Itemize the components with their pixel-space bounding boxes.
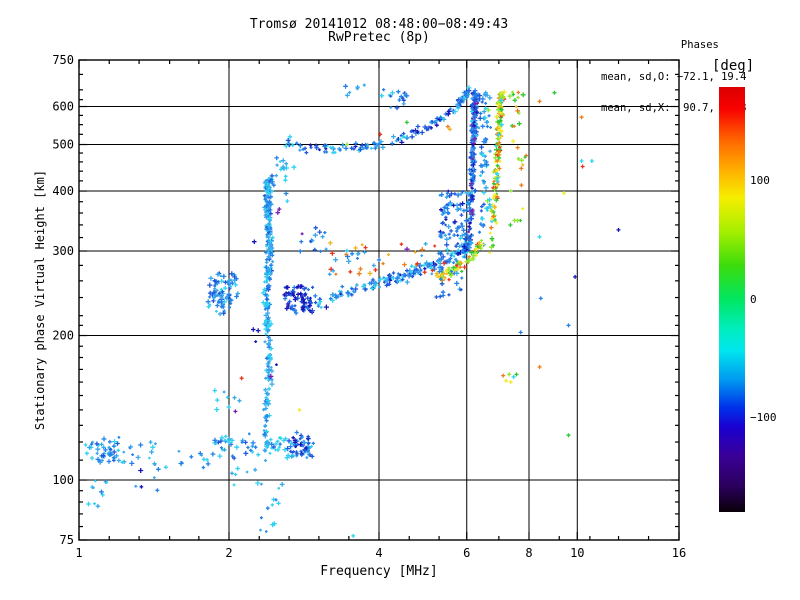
chart-subtitle: RwPretec (8p) — [328, 30, 430, 45]
colorbar-unit-label: [deg] — [712, 58, 755, 74]
svg-text:16: 16 — [672, 546, 686, 560]
svg-text:1: 1 — [75, 546, 82, 560]
title-block: Tromsø 20141012 08:48:00−08:49:43 RwPret… — [79, 18, 679, 44]
svg-text:2: 2 — [225, 546, 232, 560]
x-axis-title: Frequency [MHz] — [320, 564, 437, 579]
phase-stats-o-mode: mean, sd,O: −72.1, 19.4 — [601, 70, 747, 83]
scatter-points — [83, 83, 621, 538]
svg-text:600: 600 — [52, 100, 74, 114]
svg-text:4: 4 — [375, 546, 382, 560]
colorbar-gradient — [719, 87, 745, 512]
svg-text:6: 6 — [463, 546, 470, 560]
gridlines — [79, 60, 679, 540]
svg-text:8: 8 — [525, 546, 532, 560]
svg-text:75: 75 — [60, 533, 74, 547]
colorbar-tick-label: 0 — [750, 293, 757, 306]
chart-title: Tromsø 20141012 08:48:00−08:49:43 — [249, 17, 509, 32]
svg-text:200: 200 — [52, 329, 74, 343]
tick-marks — [78, 59, 680, 541]
colorbar-tick-label: −100 — [750, 411, 777, 424]
phase-stats-header: Phases — [643, 39, 719, 51]
svg-text:10: 10 — [570, 546, 584, 560]
svg-text:500: 500 — [52, 138, 74, 152]
colorbar-tick-label: 100 — [750, 174, 770, 187]
svg-text:400: 400 — [52, 184, 74, 198]
svg-text:750: 750 — [52, 53, 74, 67]
svg-text:300: 300 — [52, 244, 74, 258]
svg-text:100: 100 — [52, 473, 74, 487]
y-axis-title: Stationary phase Virtual Height [km] — [33, 170, 47, 430]
tick-labels: 1 2 4 6 8 10 16 75 100 200 300 400 500 600 750 Frequenc… — [33, 53, 686, 579]
